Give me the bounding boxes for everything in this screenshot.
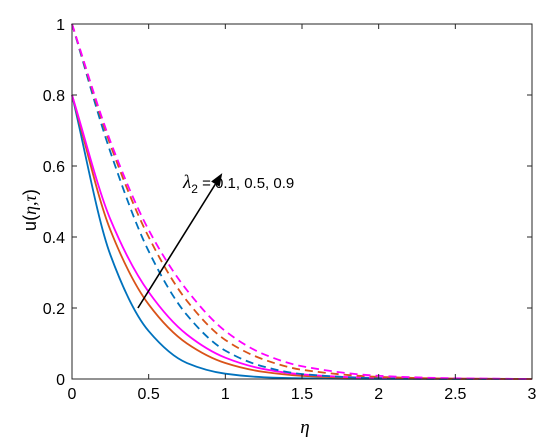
lambda-annotation: λ2 = 0.1, 0.5, 0.9	[182, 172, 294, 196]
x-tick-label: 1.5	[291, 386, 313, 403]
x-tick-label: 0	[68, 386, 77, 403]
y-tick-label: 0.8	[43, 88, 65, 105]
annotation-symbol: λ	[182, 172, 191, 193]
series-line-6-dashed	[71, 23, 533, 380]
x-tick-label: 2.5	[444, 386, 466, 403]
y-tick-label: 1	[56, 17, 65, 34]
ticks-layer: 0 0.5 1 1.5 2 2.5 3 0 0.2 0.4 0.6 0.8 1	[43, 17, 537, 403]
y-tick-label: 0.6	[43, 159, 65, 176]
x-tick-label: 2	[374, 386, 383, 403]
y-tick-label: 0.2	[43, 301, 65, 318]
y-axis-label-suffix: )	[20, 189, 40, 195]
x-tick-label: 3	[528, 386, 537, 403]
y-axis-label-vars: η,τ	[20, 195, 40, 215]
arrow-head	[211, 173, 223, 187]
y-axis-label: u(η,τ)	[20, 189, 40, 231]
y-tick-label: 0.4	[43, 230, 65, 247]
annotation-text: = 0.1, 0.5, 0.9	[198, 175, 294, 192]
annotation-subscript: 2	[191, 182, 198, 196]
x-tick-label: 1	[221, 386, 230, 403]
annotation-arrow	[137, 173, 223, 309]
x-tick-label: 0.5	[138, 386, 160, 403]
y-axis-label-prefix: u(	[20, 215, 40, 231]
series-line-5-dashed	[71, 23, 533, 380]
y-tick-label: 0	[56, 372, 65, 389]
arrow-shaft	[137, 183, 217, 309]
x-axis-label: η	[300, 417, 309, 438]
